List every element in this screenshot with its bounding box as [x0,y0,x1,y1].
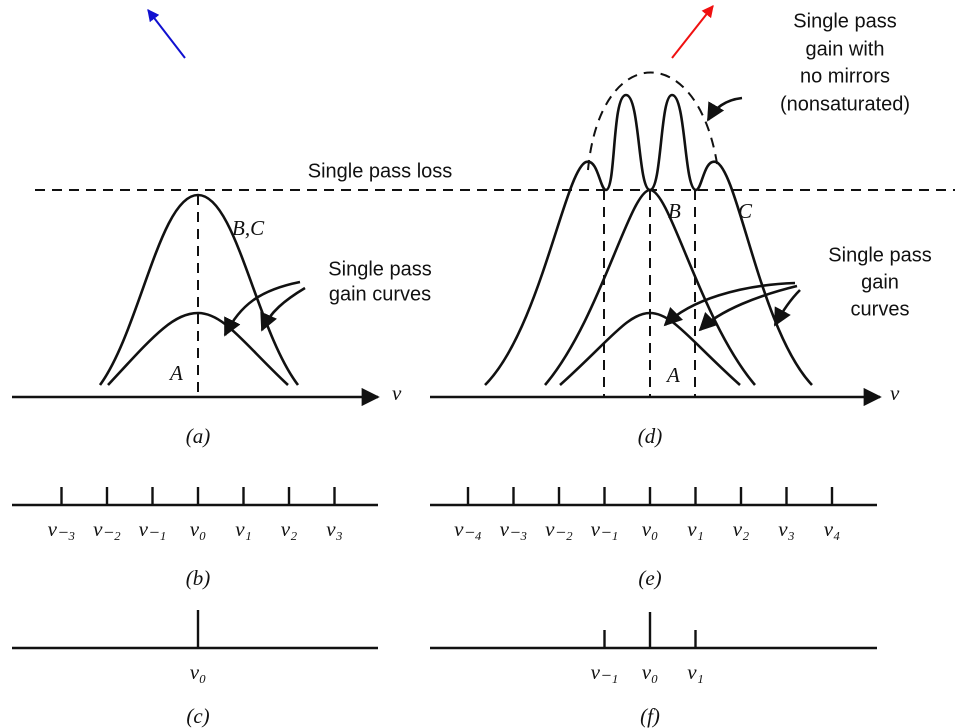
gain-label: curves [851,298,910,320]
envelope-label: Single pass [793,10,896,32]
gain-label: gain curves [329,283,431,305]
curve-label: A [168,361,183,385]
curve-b [544,188,756,386]
curve-label: B [668,199,681,223]
axis-label: ν [890,381,900,405]
tick-label: ν₋₁ [139,517,167,541]
pointer [773,289,801,327]
red-arrow [671,5,714,59]
curve-a [107,311,289,386]
tick-label: ν₋₂ [545,517,573,541]
pointer [223,280,301,337]
pointer [698,284,798,332]
curve-c [484,93,813,386]
envelope-label: no mirrors [800,65,890,87]
gain-label: Single pass [328,258,431,280]
panel-label: (e) [638,566,661,590]
tick-label: ν₃ [326,517,343,541]
tick-label: ν₁ [687,517,704,541]
tick-label: ν₋₄ [454,517,482,541]
panel-label: (b) [186,566,211,590]
pointer [260,286,306,332]
tick-label: ν₁ [235,517,252,541]
panel-label: (a) [186,424,211,448]
envelope-label: gain with [806,38,885,60]
tick-label: ν₀ [642,517,659,541]
panel-label: (f) [640,704,660,728]
blue-arrow [147,9,186,59]
tick-label: ν₋₁ [591,660,619,684]
tick-label: ν₂ [733,517,750,541]
curve-label: A [665,363,680,387]
panel-label: (c) [186,704,209,728]
curve-label: C [738,199,753,223]
envelope-label: (nonsaturated) [780,93,910,115]
tick-label: ν₋₃ [48,517,76,541]
pointer [663,281,796,327]
tick-label: ν₃ [778,517,795,541]
curve-label: B,C [232,216,265,240]
tick-label: ν₋₂ [93,517,121,541]
tick-label: ν₀ [190,517,207,541]
tick-label: ν₁ [687,660,704,684]
tick-label: ν₋₃ [500,517,528,541]
gain-label: gain [861,271,899,293]
tick-label: ν₋₁ [591,517,619,541]
panel-a: Single pass loss ν B,C A Single pass gai… [12,160,955,448]
panel-label: (d) [638,424,663,448]
panel-d: ν B C A Single pass gain with no mirrors… [430,10,932,448]
tick-label: ν₀ [642,660,659,684]
tick-label: ν₄ [824,517,841,541]
loss-label: Single pass loss [308,160,453,182]
envelope [587,71,719,171]
gain-label: Single pass [828,244,931,266]
tick-label: ν₀ [190,660,207,684]
pointer [706,96,743,122]
tick-label: ν₂ [281,517,298,541]
axis-label: ν [392,381,402,405]
